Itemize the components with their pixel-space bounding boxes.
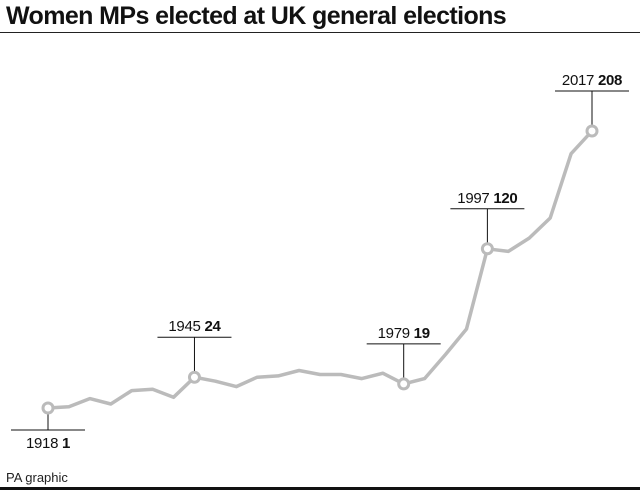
series-line-women-mps bbox=[46, 129, 594, 410]
annotation-label-1945: 1945 24 bbox=[168, 318, 221, 335]
chart-title: Women MPs elected at UK general election… bbox=[6, 2, 507, 30]
bottom-divider bbox=[0, 487, 640, 490]
annotation-label-1997: 1997 120 bbox=[457, 190, 517, 207]
annotation-label-2017: 2017 208 bbox=[562, 72, 622, 89]
data-point-1997 bbox=[480, 242, 494, 256]
title-divider bbox=[0, 32, 640, 33]
annotation-layer: 1918 1 1945 24 1979 19 1997 120 2017 208 bbox=[11, 72, 629, 452]
data-point-1979 bbox=[397, 377, 411, 391]
data-point-1918 bbox=[41, 401, 55, 415]
annotation-label-1918: 1918 1 bbox=[26, 435, 70, 452]
annotation-year-2017: 2017 bbox=[562, 72, 598, 89]
annotation-value-1945: 24 bbox=[204, 318, 221, 335]
annotation-value-2017: 208 bbox=[598, 72, 622, 89]
data-point-1945 bbox=[187, 370, 201, 384]
annotation-year-1997: 1997 bbox=[457, 190, 493, 207]
annotation-value-1918: 1 bbox=[62, 435, 70, 452]
annotation-value-1979: 19 bbox=[414, 325, 430, 342]
annotation-label-1979: 1979 19 bbox=[378, 325, 430, 342]
point-layer bbox=[41, 124, 599, 415]
data-point-2017 bbox=[585, 124, 599, 138]
source-credit: PA graphic bbox=[6, 470, 68, 485]
annotation-value-1997: 120 bbox=[493, 190, 517, 207]
annotation-year-1918: 1918 bbox=[26, 435, 62, 452]
annotation-year-1945: 1945 bbox=[168, 318, 204, 335]
annotation-year-1979: 1979 bbox=[378, 325, 414, 342]
